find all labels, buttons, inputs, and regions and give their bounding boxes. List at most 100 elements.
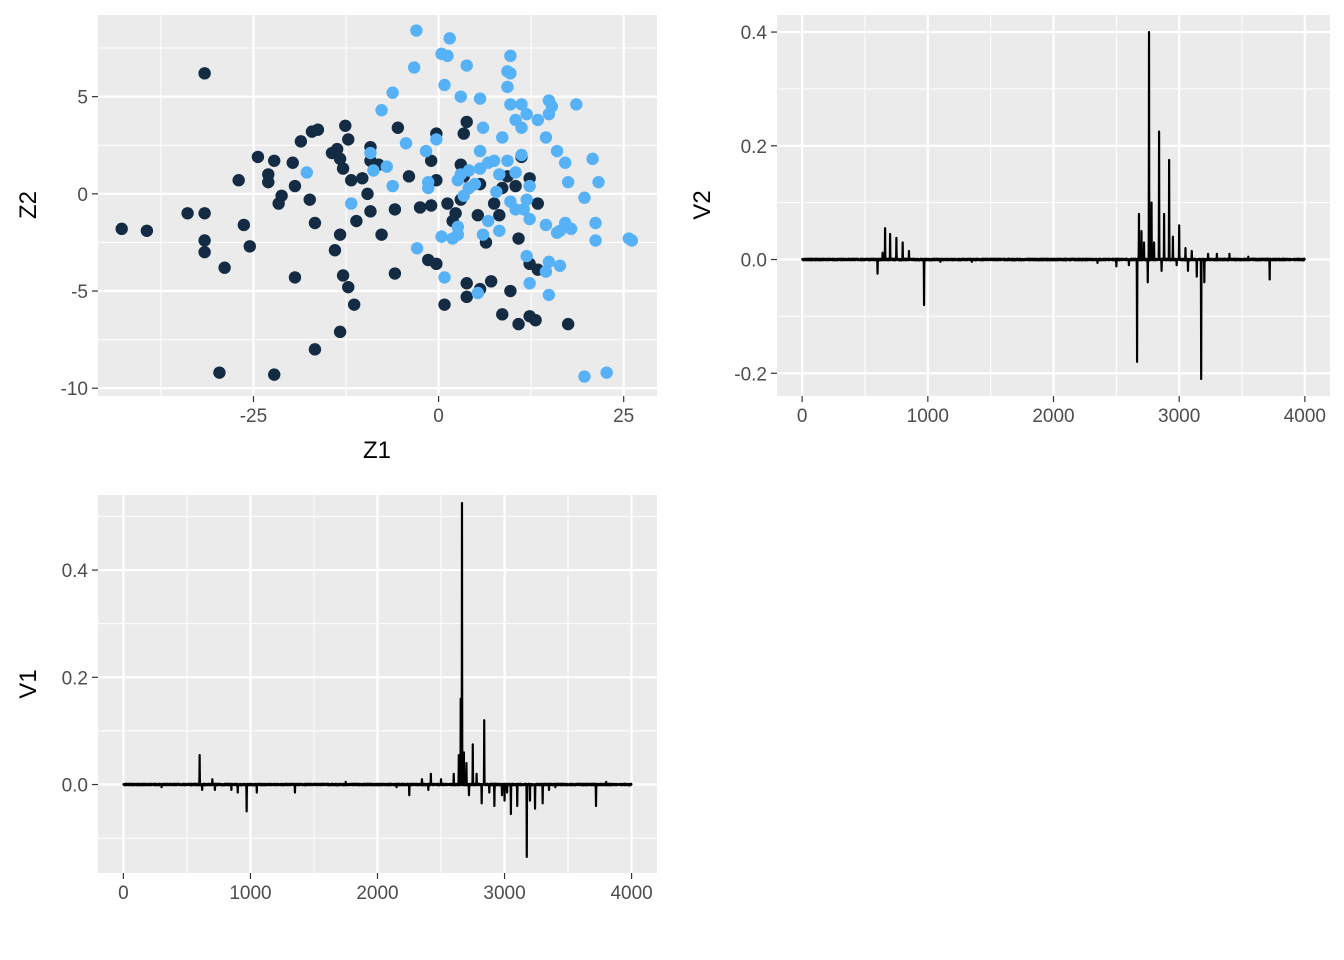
- x-tick-label: 2000: [1032, 406, 1074, 427]
- scatter-point-series-2: [375, 104, 388, 117]
- scatter-point-series-1: [424, 199, 438, 212]
- scatter-point-series-1: [413, 201, 427, 214]
- scatter-point-series-2: [600, 366, 613, 379]
- scatter-point-series-2: [509, 203, 522, 216]
- scatter-point-series-1: [115, 222, 128, 236]
- scatter-point-series-2: [542, 255, 556, 269]
- x-tick-label: 25: [613, 406, 634, 427]
- scatter-point-series-2: [550, 144, 564, 158]
- y-axis-title: V2: [689, 190, 716, 219]
- scatter-point-series-2: [446, 232, 459, 245]
- scatter-point-series-2: [493, 168, 506, 181]
- scatter-point-series-2: [523, 212, 536, 226]
- scatter-point-series-2: [476, 121, 490, 134]
- y-tick-label: 5: [77, 88, 88, 109]
- scatter-point-series-2: [520, 249, 533, 263]
- scatter-point-series-1: [460, 115, 473, 129]
- scatter-point-series-1: [471, 209, 485, 222]
- scatter-point-series-1: [402, 170, 416, 183]
- scatter-point-series-2: [542, 107, 556, 121]
- y-tick-label: 0.2: [741, 137, 767, 158]
- scatter-point-series-1: [347, 298, 361, 311]
- x-tick-label: -25: [240, 406, 267, 427]
- x-tick-label: 0: [118, 883, 129, 904]
- v1-line-panel: 0 1000 2000 3000 4000 0.0 0.2 0.4 V1: [15, 495, 657, 904]
- scatter-point-series-1: [487, 197, 501, 210]
- scatter-point-series-2: [550, 226, 564, 239]
- scatter-point-series-1: [330, 142, 344, 156]
- scatter-point-series-2: [539, 218, 553, 232]
- scatter-point-series-2: [531, 113, 544, 127]
- x-tick-label: 1000: [907, 406, 949, 427]
- scatter-point-series-2: [386, 179, 399, 193]
- y-tick-label: 0.2: [62, 668, 88, 689]
- scatter-point-series-1: [449, 207, 462, 220]
- scatter-point-series-1: [388, 203, 402, 216]
- scatter-panel: -25 0 25 -10 -5 0 5 Z1 Z2: [15, 15, 657, 464]
- scatter-point-series-2: [501, 80, 514, 94]
- scatter-point-series-2: [438, 78, 451, 92]
- scatter-point-series-2: [386, 86, 399, 99]
- scatter-point-series-2: [441, 49, 454, 63]
- scatter-point-series-1: [342, 280, 355, 294]
- scatter-point-series-1: [388, 267, 402, 280]
- scatter-point-series-1: [441, 197, 454, 210]
- y-tick-label: 0.4: [741, 23, 768, 44]
- scatter-point-series-1: [268, 368, 281, 381]
- scatter-point-series-2: [542, 288, 556, 302]
- scatter-point-series-2: [589, 234, 602, 247]
- scatter-point-series-2: [460, 59, 473, 72]
- y-axis-title: V1: [15, 669, 42, 698]
- scatter-point-series-1: [430, 257, 443, 271]
- scatter-point-series-1: [361, 187, 374, 201]
- scatter-point-series-2: [509, 166, 522, 179]
- scatter-point-series-2: [589, 216, 602, 230]
- scatter-point-series-1: [356, 172, 369, 185]
- scatter-point-series-1: [460, 277, 473, 290]
- scatter-point-series-1: [294, 135, 308, 148]
- scatter-point-series-1: [237, 218, 251, 232]
- scatter-point-series-2: [435, 230, 448, 243]
- scatter-point-series-1: [509, 179, 522, 193]
- scatter-point-series-2: [457, 189, 470, 202]
- scatter-point-series-1: [504, 284, 517, 298]
- scatter-point-series-1: [213, 366, 226, 379]
- y-tick-label: 0.0: [741, 251, 767, 272]
- scatter-point-series-2: [520, 193, 533, 206]
- scatter-point-series-2: [410, 242, 424, 255]
- y-tick-label: 0.4: [62, 561, 89, 582]
- panel-background: [98, 15, 657, 396]
- scatter-point-series-2: [399, 137, 413, 150]
- scatter-point-series-2: [493, 224, 506, 237]
- scatter-point-series-1: [350, 214, 363, 228]
- scatter-point-series-1: [198, 207, 211, 220]
- scatter-point-series-2: [473, 162, 487, 175]
- scatter-point-series-2: [586, 152, 599, 166]
- scatter-point-series-2: [300, 166, 313, 179]
- scatter-point-series-2: [454, 90, 467, 103]
- scatter-point-series-1: [424, 154, 438, 167]
- scatter-point-series-1: [198, 67, 211, 80]
- scatter-point-series-2: [561, 175, 575, 189]
- scatter-point-series-2: [443, 32, 456, 45]
- scatter-point-series-2: [438, 271, 451, 284]
- scatter-point-series-1: [308, 343, 322, 356]
- scatter-point-series-1: [262, 175, 275, 189]
- scatter-point-series-2: [380, 160, 393, 173]
- y-axis-title: Z2: [15, 191, 42, 219]
- x-tick-label: 3000: [1158, 406, 1200, 427]
- scatter-point-series-1: [218, 261, 231, 274]
- x-tick-label: 3000: [483, 883, 525, 904]
- scatter-point-series-1: [198, 245, 211, 259]
- scatter-point-series-1: [496, 308, 509, 321]
- scatter-point-series-1: [512, 232, 525, 245]
- scatter-point-series-2: [523, 179, 536, 193]
- scatter-point-series-2: [407, 61, 421, 74]
- scatter-point-series-1: [512, 317, 525, 331]
- scatter-point-series-2: [496, 131, 509, 144]
- scatter-point-series-1: [460, 290, 473, 304]
- x-tick-label: 1000: [229, 883, 271, 904]
- scatter-point-series-1: [288, 271, 302, 284]
- scatter-point-series-2: [419, 144, 433, 158]
